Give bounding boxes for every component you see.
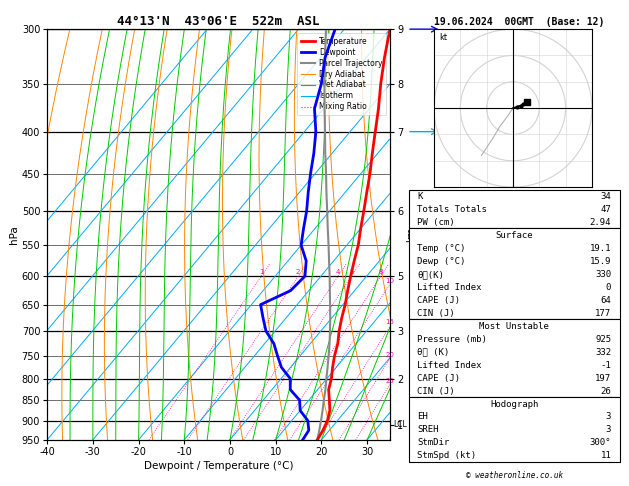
Y-axis label: km
ASL: km ASL [406,226,428,243]
Text: 64: 64 [601,296,611,305]
Text: Temp (°C): Temp (°C) [417,244,465,253]
Text: StmSpd (kt): StmSpd (kt) [417,451,476,460]
Text: StmDir: StmDir [417,438,450,448]
Text: 1: 1 [259,269,264,275]
Text: kt: kt [439,33,447,42]
Text: Lifted Index: Lifted Index [417,283,482,292]
Text: CAPE (J): CAPE (J) [417,296,460,305]
Text: Most Unstable: Most Unstable [479,322,549,331]
Text: θᴇ(K): θᴇ(K) [417,270,444,279]
Text: 8: 8 [378,269,383,275]
Text: Surface: Surface [496,231,533,240]
Text: 300°: 300° [589,438,611,448]
Text: 4: 4 [336,269,340,275]
Text: 25: 25 [385,378,394,383]
X-axis label: Dewpoint / Temperature (°C): Dewpoint / Temperature (°C) [144,461,293,471]
Text: CAPE (J): CAPE (J) [417,374,460,382]
Text: 11: 11 [601,451,611,460]
Text: 20: 20 [386,351,394,358]
Text: 332: 332 [595,347,611,357]
Text: 3: 3 [606,425,611,434]
Text: © weatheronline.co.uk: © weatheronline.co.uk [465,471,563,480]
Text: Lifted Index: Lifted Index [417,361,482,370]
Text: CIN (J): CIN (J) [417,386,455,396]
Text: θᴇ (K): θᴇ (K) [417,347,450,357]
Text: 15.9: 15.9 [589,257,611,266]
Text: 34: 34 [601,192,611,201]
Text: LCL: LCL [393,420,407,429]
Text: Totals Totals: Totals Totals [417,205,487,214]
Text: 19.06.2024  00GMT  (Base: 12): 19.06.2024 00GMT (Base: 12) [434,17,604,27]
Text: 3: 3 [606,413,611,421]
Text: 47: 47 [601,205,611,214]
Text: 925: 925 [595,335,611,344]
Text: 2: 2 [296,269,300,275]
Text: 177: 177 [595,309,611,318]
Text: CIN (J): CIN (J) [417,309,455,318]
Text: 26: 26 [601,386,611,396]
Y-axis label: hPa: hPa [9,225,19,244]
Text: SREH: SREH [417,425,439,434]
Text: 0: 0 [606,283,611,292]
Text: Pressure (mb): Pressure (mb) [417,335,487,344]
Text: EH: EH [417,413,428,421]
Text: K: K [417,192,423,201]
Text: 5: 5 [349,269,353,275]
Text: Dewp (°C): Dewp (°C) [417,257,465,266]
Text: 330: 330 [595,270,611,279]
Title: 44°13'N  43°06'E  522m  ASL: 44°13'N 43°06'E 522m ASL [118,15,320,28]
Text: 15: 15 [386,319,394,326]
Text: 197: 197 [595,374,611,382]
Legend: Temperature, Dewpoint, Parcel Trajectory, Dry Adiabat, Wet Adiabat, Isotherm, Mi: Temperature, Dewpoint, Parcel Trajectory… [298,33,386,115]
Text: PW (cm): PW (cm) [417,218,455,227]
Text: Hodograph: Hodograph [490,399,538,409]
Text: 2.94: 2.94 [589,218,611,227]
Text: 10: 10 [385,278,394,284]
Text: -1: -1 [601,361,611,370]
Text: 19.1: 19.1 [589,244,611,253]
